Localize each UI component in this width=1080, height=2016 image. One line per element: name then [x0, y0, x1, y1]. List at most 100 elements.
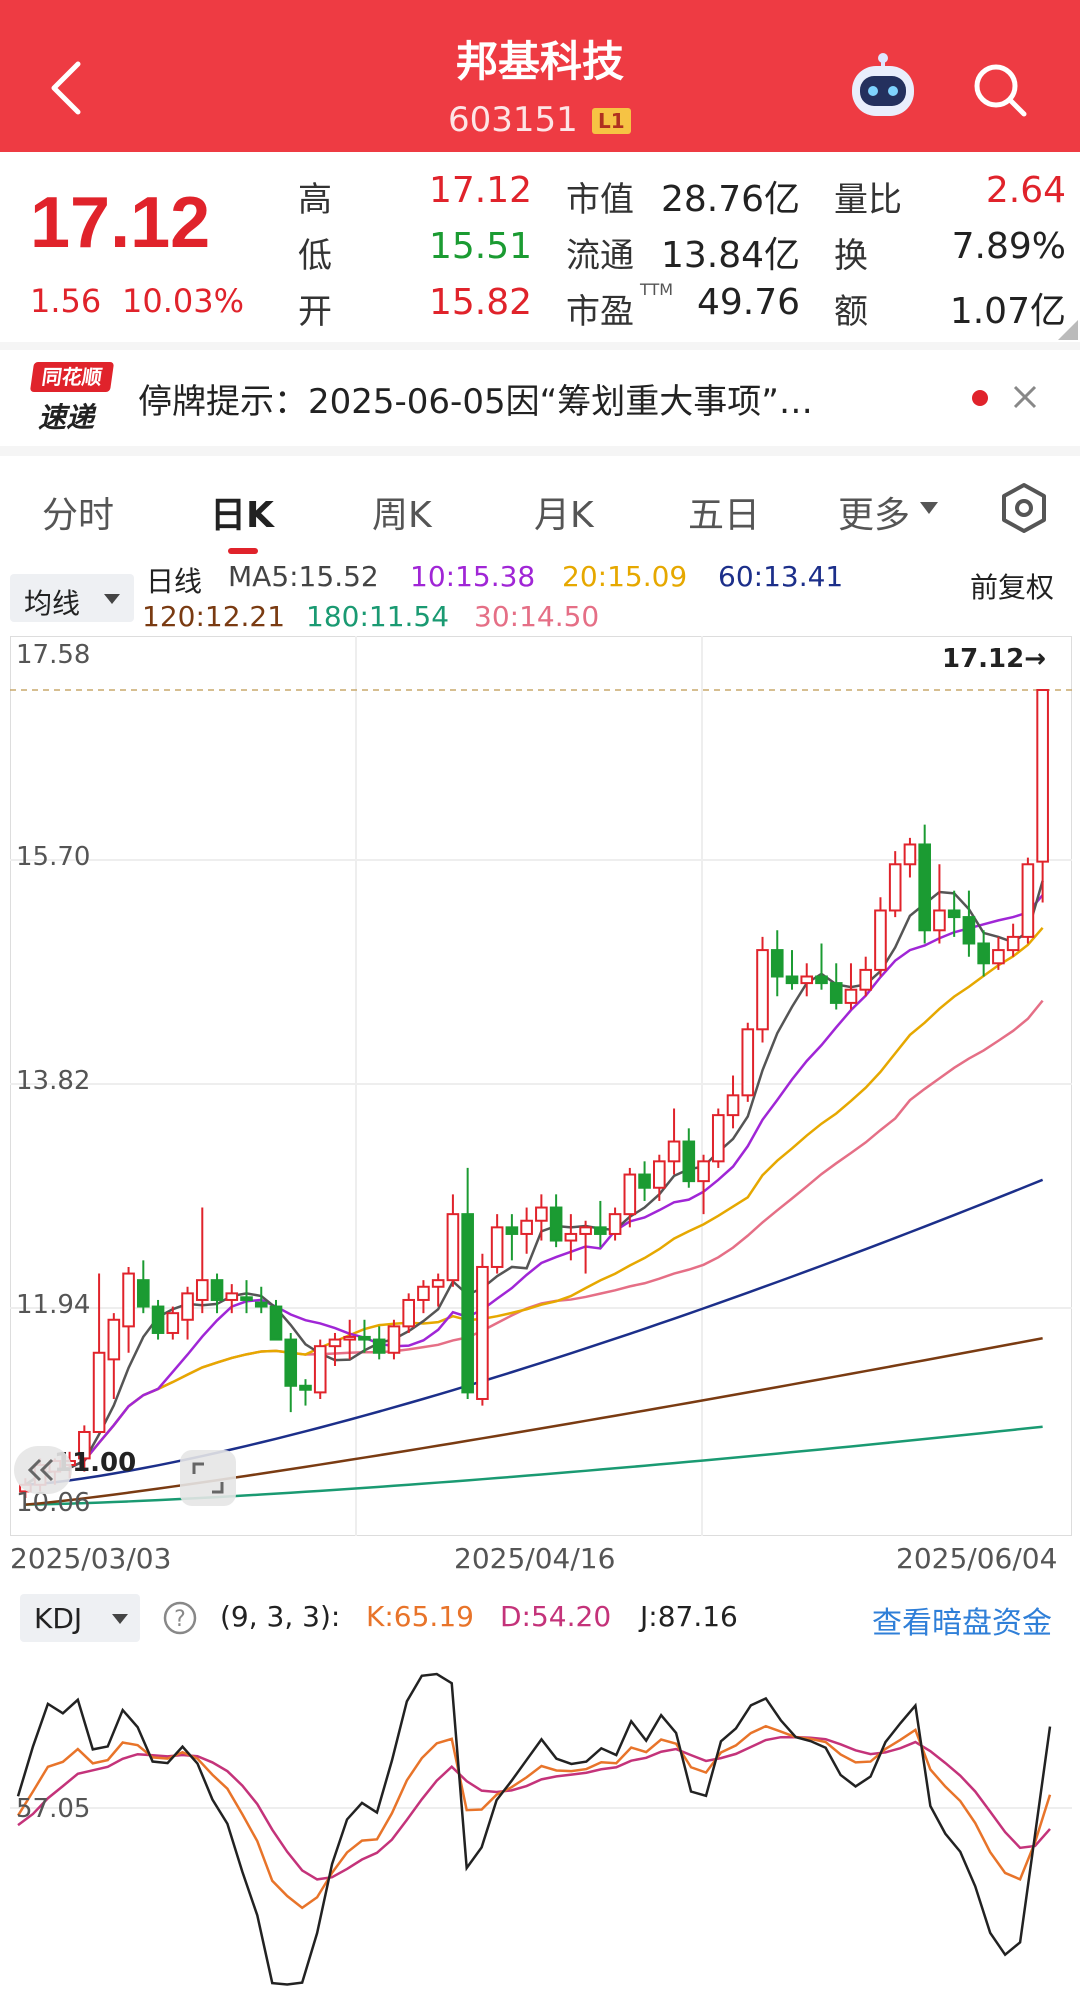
tab-intraday[interactable]: 分时: [42, 495, 115, 536]
candle-body: [800, 975, 814, 985]
candle-body: [476, 1265, 489, 1400]
value-mktcap: 28.76亿: [660, 179, 800, 220]
fullscreen-icon: [192, 1462, 224, 1494]
candle-body: [372, 1338, 386, 1354]
candle-body: [726, 1094, 740, 1117]
ma120-value: 120:12.21: [142, 600, 286, 633]
robot-assistant-icon[interactable]: [848, 52, 918, 122]
candle-body: [92, 1351, 106, 1433]
candle-body: [358, 1335, 371, 1341]
logo-top: 同花顺: [29, 362, 115, 392]
scroll-left-button[interactable]: [14, 1446, 72, 1494]
double-chevron-left-icon: [27, 1458, 54, 1482]
ma180-value: 180:11.54: [306, 600, 450, 633]
quote-panel: 17.12 1.56 10.03% 高 17.12 市值 28.76亿 量比 2…: [0, 152, 1080, 342]
date-start: 2025/03/03: [10, 1542, 172, 1575]
settings-hexagon-icon[interactable]: [998, 482, 1050, 534]
adjust-mode[interactable]: 前复权: [970, 571, 1055, 604]
ma10-line: [24, 894, 1044, 1486]
candle-body: [461, 1213, 474, 1394]
candle-body: [520, 1219, 533, 1235]
candle-body: [653, 1160, 666, 1189]
candle-body: [195, 1279, 209, 1301]
candle-body: [269, 1305, 283, 1341]
label-open: 开: [298, 292, 332, 332]
tab-more[interactable]: 更多: [838, 495, 911, 536]
candle-body: [535, 1206, 548, 1222]
candle-body: [328, 1338, 342, 1348]
search-icon[interactable]: [972, 62, 1028, 118]
news-ticker[interactable]: 同花顺 速递 停牌提示：2025-06-05因“筹划重大事项”…: [0, 350, 1080, 446]
candle-body: [741, 1028, 755, 1097]
candle-body: [859, 968, 873, 991]
chevron-down-icon: [104, 594, 120, 604]
candle-body: [667, 1140, 681, 1163]
value-low: 15.51: [428, 226, 532, 267]
stock-name: 邦基科技: [455, 37, 624, 86]
label-turnover: 换: [834, 236, 868, 276]
fullscreen-button[interactable]: [180, 1450, 236, 1506]
candle-body: [284, 1338, 298, 1387]
back-arrow-icon[interactable]: [48, 60, 82, 116]
candle-body: [446, 1213, 460, 1282]
candle-body: [181, 1292, 194, 1321]
value-turnover: 7.89%: [951, 226, 1066, 267]
tab-daily-k[interactable]: 日K: [210, 495, 274, 536]
label-high: 高: [298, 180, 332, 220]
unread-dot: [972, 390, 988, 406]
ma5-value: MA5:15.52: [228, 560, 379, 593]
kdj-dropdown[interactable]: KDJ: [20, 1594, 140, 1642]
tab-five-day[interactable]: 五日: [688, 495, 761, 536]
label-pe: 市盈: [566, 292, 634, 332]
kdj-d-value: D:54.20: [500, 1600, 612, 1633]
ttm-label: TTM: [640, 280, 674, 299]
value-float: 13.84亿: [660, 235, 800, 276]
ma20-line: [24, 927, 1044, 1486]
news-text: 停牌提示：2025-06-05因“筹划重大事项”…: [138, 382, 813, 422]
candle-body: [770, 949, 784, 978]
label-volratio: 量比: [834, 180, 902, 220]
active-tab-indicator: [228, 548, 258, 554]
candle-body: [638, 1173, 651, 1189]
value-pe: 49.76: [696, 282, 800, 323]
ma5-line: [24, 880, 1044, 1486]
tab-weekly-k[interactable]: 周K: [372, 495, 432, 536]
y-axis-4: 11.94: [16, 1290, 91, 1320]
kdj-chart[interactable]: [10, 1654, 1072, 2006]
period-tabs: 分时 日K 周K 月K 五日 更多: [0, 456, 1080, 556]
ths-logo: 同花顺 速递: [29, 362, 115, 434]
candle-body: [343, 1335, 357, 1341]
ma60-value: 60:13.41: [718, 560, 844, 593]
label-mktcap: 市值: [566, 180, 634, 220]
label-amount: 额: [834, 292, 868, 332]
expand-corner-icon[interactable]: [1058, 320, 1078, 340]
date-end: 2025/06/04: [896, 1542, 1058, 1575]
candle-body: [225, 1292, 239, 1301]
candle-body: [122, 1272, 135, 1328]
level-badge: L1: [592, 108, 631, 134]
candle-body: [579, 1226, 592, 1235]
candlestick-chart[interactable]: [10, 636, 1072, 1536]
candle-body: [254, 1301, 268, 1308]
label-float: 流通: [566, 236, 634, 276]
close-icon[interactable]: [1012, 384, 1038, 410]
high-price-marker: 17.12→: [942, 644, 1047, 674]
candle-body: [992, 949, 1005, 965]
price-change-pct: 10.03%: [122, 282, 245, 320]
candle-body: [490, 1226, 504, 1268]
candle-body: [918, 843, 931, 932]
dark-pool-link[interactable]: 查看暗盘资金: [872, 1606, 1052, 1641]
chevron-down-icon[interactable]: [920, 502, 938, 516]
logo-bottom: 速递: [38, 401, 95, 434]
ma-dropdown[interactable]: 均线: [10, 574, 134, 622]
candle-body: [107, 1318, 121, 1361]
kdj-j-value: J:87.16: [640, 1600, 738, 1633]
tab-monthly-k[interactable]: 月K: [534, 495, 594, 536]
help-icon[interactable]: ?: [162, 1600, 198, 1636]
y-axis-3: 13.82: [16, 1066, 91, 1096]
candle-body: [299, 1384, 312, 1391]
candle-body: [78, 1430, 91, 1460]
candle-body: [402, 1298, 415, 1328]
candle-body: [829, 982, 843, 1004]
top-header: 邦基科技 603151 L1: [0, 0, 1080, 152]
